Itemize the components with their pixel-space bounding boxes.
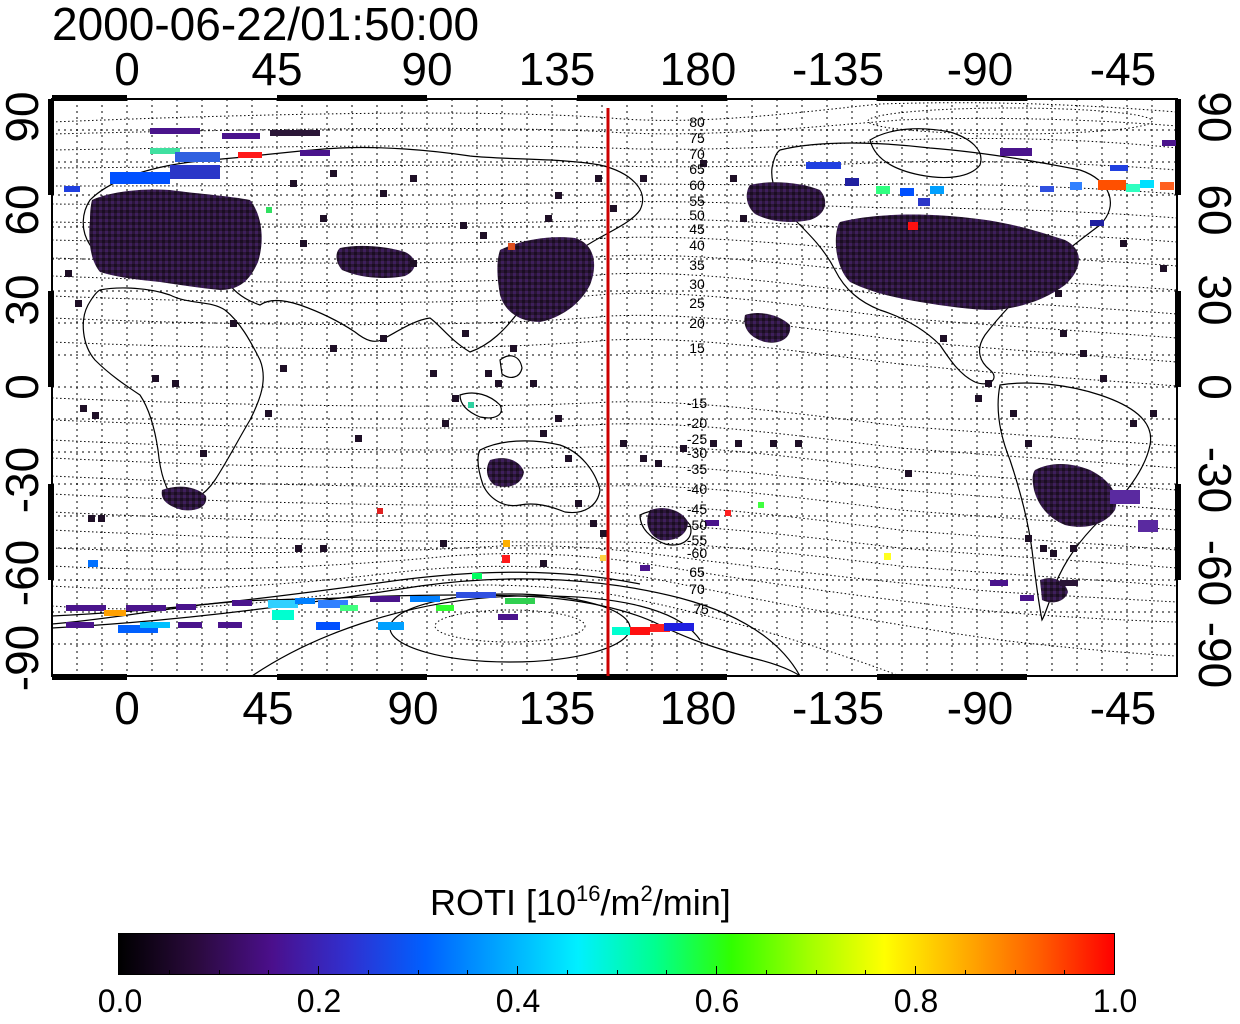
contour-label: 75: [689, 130, 705, 146]
colorbar-minor-tick: [865, 970, 867, 974]
contour-label: 35: [689, 257, 705, 273]
contour-label: 75: [693, 601, 709, 617]
lon-tick-top: 180: [659, 43, 737, 95]
colorbar-minor-tick: [964, 970, 966, 974]
contour-label: 25: [689, 295, 705, 311]
roti-dense-regions: [89, 182, 1117, 603]
lat-tick-left: 30: [0, 274, 48, 326]
colorbar-minor-tick: [517, 966, 518, 974]
lon-tick-top: -90: [946, 43, 1014, 95]
colorbar-minor-tick: [815, 970, 817, 974]
lon-tick-top: 90: [401, 43, 453, 95]
lat-tick-right: 0: [1189, 374, 1240, 400]
contour-label: 30: [689, 276, 705, 292]
contour-label: -40: [687, 481, 707, 497]
contour-label: -45: [687, 501, 707, 517]
lon-tick-top: 45: [251, 43, 303, 95]
contour-label: -35: [687, 461, 707, 477]
lat-tick-right: 90: [1189, 91, 1240, 143]
contour-label: 65: [689, 161, 705, 177]
colorbar-minor-tick: [168, 970, 170, 974]
contour-label: -60: [687, 545, 707, 561]
contour-label: 70: [689, 146, 705, 162]
colorbar-minor-tick: [716, 966, 717, 974]
contour-label: -15: [687, 395, 707, 411]
colorbar-minor-tick: [566, 970, 568, 974]
lon-tick-bottom: -135: [791, 682, 885, 734]
contour-label: 40: [689, 237, 705, 253]
colorbar-tick: 0.6: [694, 983, 740, 1019]
lat-tick-right: -60: [1189, 539, 1240, 607]
lat-tick-right: 30: [1189, 274, 1240, 326]
lon-tick-top: -135: [791, 43, 885, 95]
contour-label: 70: [689, 581, 705, 597]
lat-tick-left: 60: [0, 184, 48, 236]
colorbar-minor-tick: [915, 966, 916, 974]
colorbar-tick: 1.0: [1092, 983, 1138, 1019]
lon-tick-top: 135: [518, 43, 596, 95]
contour-labels: 80 75 70 65 60 55 50 45 40 35 30 25 20 1…: [687, 114, 709, 617]
colorbar-minor-tick: [616, 970, 618, 974]
contour-label: 60: [689, 177, 705, 193]
lon-tick-top: 0: [114, 43, 140, 95]
colorbar-minor-tick: [1014, 970, 1016, 974]
contour-label: -30: [687, 445, 707, 461]
lon-tick-bottom: -90: [946, 682, 1014, 734]
chart-title: 2000-06-22/01:50:00: [52, 0, 480, 50]
colorbar-minor-tick: [1064, 970, 1066, 974]
colorbar-minor-tick: [467, 970, 469, 974]
lat-tick-left: -60: [0, 539, 48, 607]
contour-label: 55: [689, 193, 705, 209]
colorbar-minor-tick: [666, 970, 668, 974]
lat-tick-right: -30: [1189, 446, 1240, 514]
contour-label: 15: [689, 340, 705, 356]
lon-tick-bottom: -45: [1089, 682, 1157, 734]
colorbar-minor-tick: [268, 970, 270, 974]
lon-tick-bottom: 45: [242, 682, 294, 734]
colorbar-tick: 0.4: [495, 983, 541, 1019]
contour-label: -50: [687, 517, 707, 533]
colorbar-minor-tick: [417, 970, 419, 974]
contour-label: -25: [687, 431, 707, 447]
roti-scattered-dark: [65, 160, 1167, 567]
lon-tick-top: -45: [1089, 43, 1157, 95]
colorbar-tick: 0.8: [893, 983, 939, 1019]
lat-tick-right: 60: [1189, 184, 1240, 236]
colorbar: [118, 933, 1115, 975]
colorbar-tick: 0.2: [296, 983, 342, 1019]
colorbar-minor-tick: [765, 970, 767, 974]
contour-label: -20: [687, 415, 707, 431]
lon-tick-bottom: 135: [518, 682, 596, 734]
lon-tick-bottom: 0: [114, 682, 140, 734]
contour-label: 65: [689, 564, 705, 580]
colorbar-minor-tick: [218, 970, 220, 974]
lat-tick-left: -90: [0, 624, 48, 692]
colorbar-title: ROTI [1016/m2/min]: [430, 872, 731, 925]
colorbar-title-main: ROTI [10: [430, 882, 577, 923]
contour-label: 80: [689, 114, 705, 130]
lon-tick-bottom: 180: [659, 682, 737, 734]
colorbar-tick: 0.0: [97, 983, 143, 1019]
contour-label: 20: [689, 315, 705, 331]
graticule: [52, 99, 1177, 676]
colorbar-title-exponent: 16: [576, 881, 601, 906]
lon-tick-bottom: 90: [387, 682, 439, 734]
colorbar-minor-tick: [318, 966, 319, 974]
contour-label: 50: [689, 207, 705, 223]
colorbar-minor-tick: [367, 970, 369, 974]
lat-tick-left: -30: [0, 446, 48, 514]
lat-tick-right: -90: [1189, 621, 1240, 689]
roti-pixels: [64, 128, 1176, 635]
colorbar-title-end: /min]: [652, 882, 731, 923]
contour-label: 45: [689, 221, 705, 237]
lat-tick-left: 90: [0, 91, 48, 143]
lat-tick-left: 0: [0, 374, 48, 400]
contour-label: -55: [687, 532, 707, 548]
colorbar-title-unit: /m: [600, 882, 641, 923]
colorbar-title-exponent: 2: [640, 881, 653, 906]
